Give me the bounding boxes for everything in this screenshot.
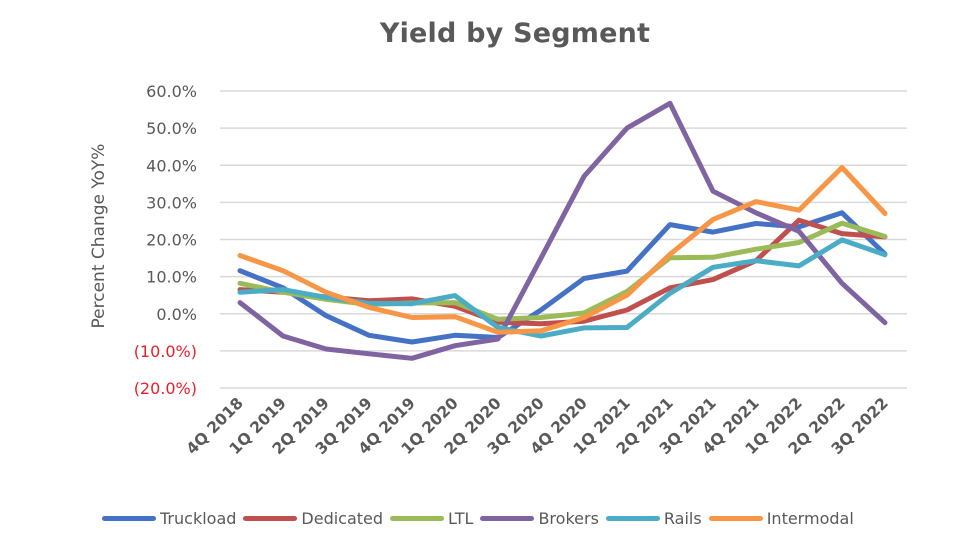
legend-swatch <box>102 515 156 521</box>
y-tick-label: 40.0% <box>146 156 197 175</box>
series-line <box>237 217 888 327</box>
series-lines <box>237 100 888 361</box>
legend-label: Truckload <box>160 508 237 528</box>
series-line <box>237 210 888 345</box>
y-tick-label: 20.0% <box>146 231 197 250</box>
y-tick-label: 50.0% <box>146 119 197 138</box>
y-tick-labels: 60.0% 50.0% 40.0% 30.0% 20.0% 10.0% 0.0% (10.0%… <box>134 82 197 398</box>
series-brokers <box>237 100 888 361</box>
series-ltl <box>237 220 888 322</box>
y-tick-label: (20.0%) <box>134 379 197 398</box>
legend: Truckload Dedicated LTL Brokers Rails Intermo… <box>102 506 861 530</box>
series-line <box>237 100 888 361</box>
legend-label: Brokers <box>538 508 599 528</box>
legend-item-rails: Rails <box>605 508 702 528</box>
legend-label: Dedicated <box>301 508 384 528</box>
legend-swatch <box>480 515 535 521</box>
series-dedicated <box>237 217 888 327</box>
legend-item-truckload: Truckload <box>102 509 236 528</box>
legend-label: Intermodal <box>766 508 854 528</box>
y-tick-label: 0.0% <box>156 305 197 324</box>
y-tick-label: 10.0% <box>146 268 197 287</box>
legend-item-brokers: Brokers <box>480 508 599 528</box>
legend-swatch <box>605 515 660 521</box>
legend-item-dedicated: Dedicated <box>243 509 383 528</box>
legend-item-ltl: LTL <box>390 509 473 528</box>
y-tick-label: 60.0% <box>146 82 197 101</box>
legend-label: Rails <box>663 508 702 528</box>
legend-swatch <box>708 515 763 521</box>
legend-swatch <box>243 515 298 521</box>
legend-label: LTL <box>448 508 474 528</box>
y-tick-label: 30.0% <box>146 193 197 212</box>
y-axis-title: Percent Change YoY% <box>89 144 109 329</box>
legend-swatch <box>390 515 445 521</box>
series-line <box>237 165 888 335</box>
legend-item-intermodal: Intermodal <box>708 508 854 528</box>
y-tick-label: (10.0%) <box>134 342 197 361</box>
series-intermodal <box>237 165 888 335</box>
chart-title: Yield by Segment <box>379 18 651 49</box>
series-line <box>237 220 888 322</box>
